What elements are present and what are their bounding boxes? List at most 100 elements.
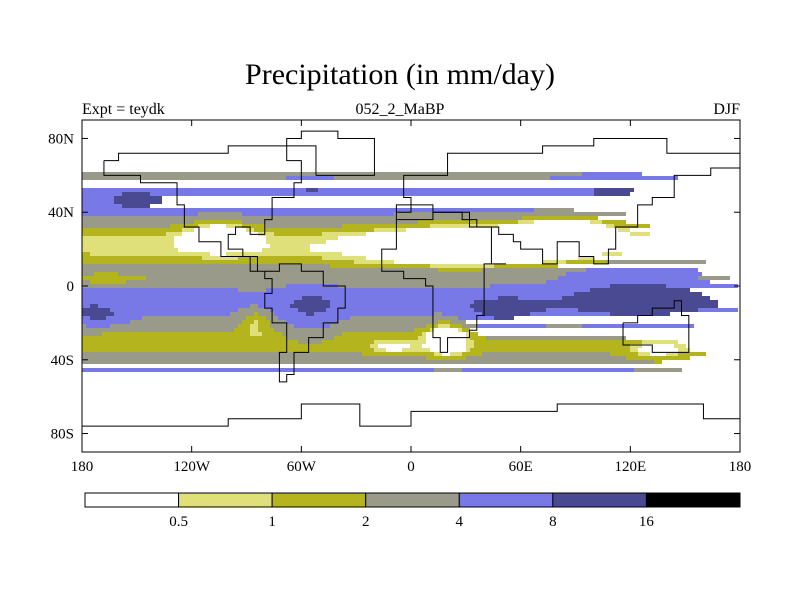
colorbar-swatch	[178, 492, 273, 508]
x-tick-label: 60E	[509, 459, 533, 475]
contour-cell	[610, 312, 670, 316]
contour-cell	[470, 304, 718, 308]
contour-cell	[666, 352, 678, 356]
contour-cell	[266, 288, 590, 292]
contour-cell	[310, 244, 638, 248]
contour-cell	[126, 280, 546, 284]
contour-cell	[238, 308, 270, 312]
contour-cell	[422, 344, 466, 348]
colorbar-swatch	[271, 492, 367, 508]
contour-cell	[142, 316, 246, 320]
contour-cell	[370, 344, 378, 348]
contour-cell	[330, 304, 470, 308]
contour-cell	[602, 220, 626, 224]
contour-cell	[362, 352, 434, 356]
colorbar-swatch	[552, 492, 647, 508]
contour-cell	[82, 212, 198, 216]
contour-cell	[82, 256, 202, 260]
contour-cell	[490, 284, 610, 288]
contour-cell	[98, 304, 250, 308]
season-label: DJF	[713, 101, 740, 118]
contour-cell	[330, 300, 474, 304]
y-tick-label: 40N	[48, 205, 74, 221]
contour-cell	[698, 276, 730, 280]
experiment-label: Expt = teydk	[82, 101, 165, 118]
contour-cell	[274, 328, 414, 332]
contour-cell	[466, 332, 470, 336]
contour-cell	[286, 284, 338, 288]
contour-cell	[242, 212, 394, 216]
contour-cell	[498, 224, 606, 228]
contour-cell	[350, 316, 458, 320]
contour-cell	[394, 260, 542, 264]
contour-cell	[82, 216, 522, 220]
contour-cell	[82, 260, 354, 264]
contour-cell	[462, 352, 482, 356]
contour-cell	[110, 308, 238, 312]
contour-cell	[166, 232, 182, 236]
contour-cell	[434, 368, 462, 372]
contour-cell	[594, 188, 634, 192]
contour-cell	[118, 272, 566, 276]
contour-cell	[466, 344, 474, 348]
contour-cell	[242, 320, 254, 324]
coastline-segment	[395, 137, 740, 265]
contour-cell	[334, 176, 550, 180]
contour-cell	[82, 304, 90, 308]
contour-cell	[386, 348, 402, 352]
y-tick-label: 80N	[48, 131, 74, 147]
contour-cell	[474, 308, 546, 312]
contour-cell	[82, 324, 86, 328]
contour-cell	[394, 212, 626, 216]
contour-cell	[86, 324, 110, 328]
contour-cell	[102, 332, 250, 336]
contour-cell	[642, 340, 678, 344]
contour-cell	[258, 312, 274, 316]
contour-cell	[518, 296, 562, 300]
contour-cell	[314, 312, 434, 316]
contour-cell	[82, 224, 170, 228]
contour-cell	[458, 316, 494, 320]
contour-cell	[238, 256, 322, 260]
contour-cell	[334, 336, 418, 340]
contour-cell	[426, 336, 466, 340]
contour-cell	[298, 308, 326, 312]
contour-cell	[226, 224, 242, 228]
contour-cell	[606, 260, 706, 264]
contour-cell	[82, 368, 434, 372]
colorbar-label: 16	[639, 514, 655, 530]
contour-cell	[494, 316, 514, 320]
contour-cell	[442, 352, 450, 356]
contour-cell	[566, 260, 606, 264]
contour-cell	[82, 312, 114, 316]
contour-cell	[650, 352, 666, 356]
contour-cell	[262, 332, 282, 336]
contour-cell	[630, 232, 650, 236]
contour-cell	[82, 336, 286, 340]
contour-cell	[338, 320, 438, 324]
contour-cell	[82, 292, 574, 296]
contour-cell	[182, 228, 194, 232]
contour-cell	[270, 244, 310, 248]
contour-cell	[298, 340, 322, 344]
contour-cell	[426, 324, 438, 328]
contour-cell	[198, 224, 210, 228]
contour-cell	[82, 208, 534, 212]
contour-cell	[82, 196, 114, 200]
contour-cell	[90, 252, 210, 256]
contour-cell	[470, 348, 630, 352]
contour-cell	[94, 272, 118, 276]
contour-cell	[438, 268, 482, 272]
contour-cell	[110, 324, 238, 328]
contour-cell	[466, 348, 470, 352]
contour-cell	[250, 304, 258, 308]
contour-cell	[582, 324, 694, 328]
contour-cell	[270, 324, 294, 328]
contour-cell	[474, 344, 630, 348]
contour-cell	[82, 356, 426, 360]
contour-cell	[422, 332, 426, 336]
contour-cell	[82, 296, 302, 300]
contour-cell	[270, 320, 286, 324]
contour-cell	[82, 176, 286, 180]
contour-cell	[262, 248, 310, 252]
